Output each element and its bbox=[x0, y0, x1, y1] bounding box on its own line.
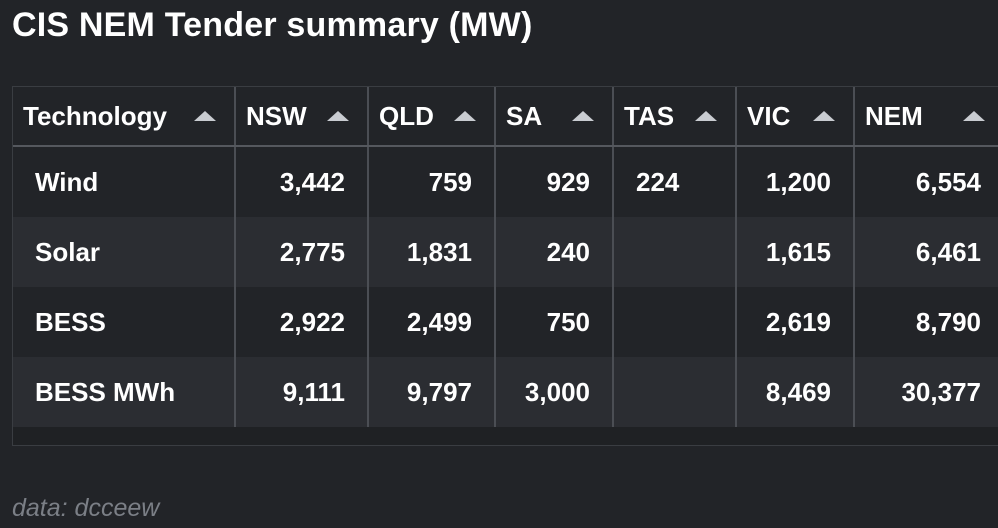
sort-ascending-icon[interactable] bbox=[963, 111, 985, 121]
sort-ascending-icon[interactable] bbox=[813, 111, 835, 121]
cell-vic: 1,200 bbox=[736, 146, 855, 217]
column-header-label: VIC bbox=[747, 100, 791, 131]
cell-nsw: 2,775 bbox=[235, 217, 369, 287]
column-header-technology[interactable]: Technology bbox=[13, 87, 236, 147]
column-header-sa[interactable]: SA bbox=[495, 87, 614, 147]
cell-technology: Solar bbox=[13, 217, 236, 287]
column-header-label: TAS bbox=[624, 100, 675, 131]
column-header-nem[interactable]: NEM bbox=[854, 87, 998, 147]
cell-sa: 929 bbox=[495, 146, 614, 217]
column-header-vic[interactable]: VIC bbox=[736, 87, 855, 147]
sort-ascending-icon[interactable] bbox=[454, 111, 476, 121]
cell-vic: 2,619 bbox=[736, 287, 855, 357]
table-body: Wind 3,442 759 929 224 1,200 6,554 Solar 2,775 1,… bbox=[13, 146, 998, 427]
cell-technology: BESS MWh bbox=[13, 357, 236, 427]
page-title: CIS NEM Tender summary (MW) bbox=[12, 6, 533, 44]
table-row: Wind 3,442 759 929 224 1,200 6,554 bbox=[13, 146, 998, 217]
sort-ascending-icon[interactable] bbox=[194, 111, 216, 121]
source-note: data: dcceew bbox=[12, 494, 160, 522]
table-row: Solar 2,775 1,831 240 1,615 6,461 bbox=[13, 217, 998, 287]
column-header-label: QLD bbox=[379, 100, 434, 131]
column-header-label: NEM bbox=[865, 100, 923, 131]
cell-qld: 1,831 bbox=[368, 217, 496, 287]
sort-ascending-icon[interactable] bbox=[695, 111, 717, 121]
column-header-label: NSW bbox=[246, 100, 307, 131]
table-row: BESS 2,922 2,499 750 2,619 8,790 bbox=[13, 287, 998, 357]
column-header-tas[interactable]: TAS bbox=[613, 87, 737, 147]
data-table: Technology NSW QLD SA TAS VIC NEM Wind 3,442 759… bbox=[13, 87, 998, 427]
sort-ascending-icon[interactable] bbox=[327, 111, 349, 121]
cell-sa: 240 bbox=[495, 217, 614, 287]
cell-nem: 8,790 bbox=[854, 287, 998, 357]
cell-qld: 2,499 bbox=[368, 287, 496, 357]
table-row: BESS MWh 9,111 9,797 3,000 8,469 30,377 bbox=[13, 357, 998, 427]
cell-qld: 759 bbox=[368, 146, 496, 217]
cell-technology: BESS bbox=[13, 287, 236, 357]
cell-nem: 6,554 bbox=[854, 146, 998, 217]
cell-nem: 6,461 bbox=[854, 217, 998, 287]
table-header-row: Technology NSW QLD SA TAS VIC NEM bbox=[13, 87, 998, 147]
cell-nem: 30,377 bbox=[854, 357, 998, 427]
cell-nsw: 3,442 bbox=[235, 146, 369, 217]
cell-nsw: 2,922 bbox=[235, 287, 369, 357]
cell-vic: 1,615 bbox=[736, 217, 855, 287]
cell-sa: 3,000 bbox=[495, 357, 614, 427]
tender-summary-table: Technology NSW QLD SA TAS VIC NEM Wind 3,442 759… bbox=[12, 86, 998, 446]
sort-ascending-icon[interactable] bbox=[572, 111, 594, 121]
cell-nsw: 9,111 bbox=[235, 357, 369, 427]
cell-vic: 8,469 bbox=[736, 357, 855, 427]
column-header-label: Technology bbox=[23, 100, 167, 131]
column-header-label: SA bbox=[506, 100, 543, 131]
cell-tas bbox=[613, 287, 737, 357]
cell-tas bbox=[613, 217, 737, 287]
column-header-qld[interactable]: QLD bbox=[368, 87, 496, 147]
cell-qld: 9,797 bbox=[368, 357, 496, 427]
cell-technology: Wind bbox=[13, 146, 236, 217]
column-header-nsw[interactable]: NSW bbox=[235, 87, 369, 147]
cell-tas bbox=[613, 357, 737, 427]
cell-sa: 750 bbox=[495, 287, 614, 357]
cell-tas: 224 bbox=[613, 146, 737, 217]
